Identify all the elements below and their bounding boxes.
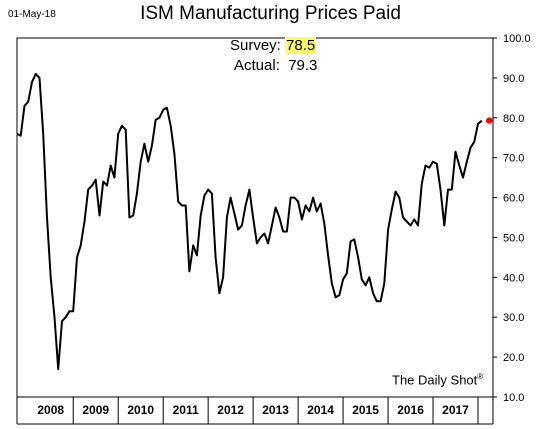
x-tick-label: 2017 (442, 403, 469, 417)
watermark-mark: ® (477, 372, 484, 381)
y-tick-label: 70.0 (503, 153, 524, 165)
survey-annotation: Survey: 78.5 (230, 37, 317, 54)
series-line (16, 72, 483, 371)
y-tick-label: 60.0 (503, 193, 524, 205)
y-tick-label: 90.0 (503, 73, 524, 85)
x-tick-label: 2015 (352, 403, 379, 417)
x-tick-label: 2010 (127, 403, 154, 417)
actual-annotation: Actual: 79.3 (234, 57, 317, 74)
chart-title: ISM Manufacturing Prices Paid (140, 3, 401, 24)
y-tick-label: 20.0 (503, 352, 524, 364)
watermark-text: The Daily Shot (392, 372, 478, 388)
highlight-point (486, 117, 493, 124)
plot-frame (16, 37, 494, 398)
x-tick-label: 2008 (37, 403, 64, 417)
y-tick-label: 10.0 (503, 392, 524, 404)
y-tick-label: 100.0 (503, 33, 531, 45)
watermark: The Daily Shot® (392, 372, 483, 387)
y-tick-label: 50.0 (503, 232, 524, 244)
y-tick-label: 30.0 (503, 312, 524, 324)
actual-label: Actual: (234, 57, 280, 74)
date-stamp: 01-May-18 (8, 9, 56, 20)
x-tick-label: 2014 (307, 403, 334, 417)
survey-label: Survey: (230, 37, 281, 54)
x-tick-label: 2012 (217, 403, 244, 417)
x-tick-label: 2009 (82, 403, 109, 417)
x-tick-label: 2016 (397, 403, 424, 417)
actual-value: 79.3 (288, 57, 318, 74)
survey-value: 78.5 (285, 37, 317, 54)
x-tick-label: 2013 (262, 403, 289, 417)
x-tick-label: 2011 (173, 403, 199, 417)
y-tick-label: 80.0 (503, 113, 524, 125)
y-tick-label: 40.0 (503, 272, 524, 284)
